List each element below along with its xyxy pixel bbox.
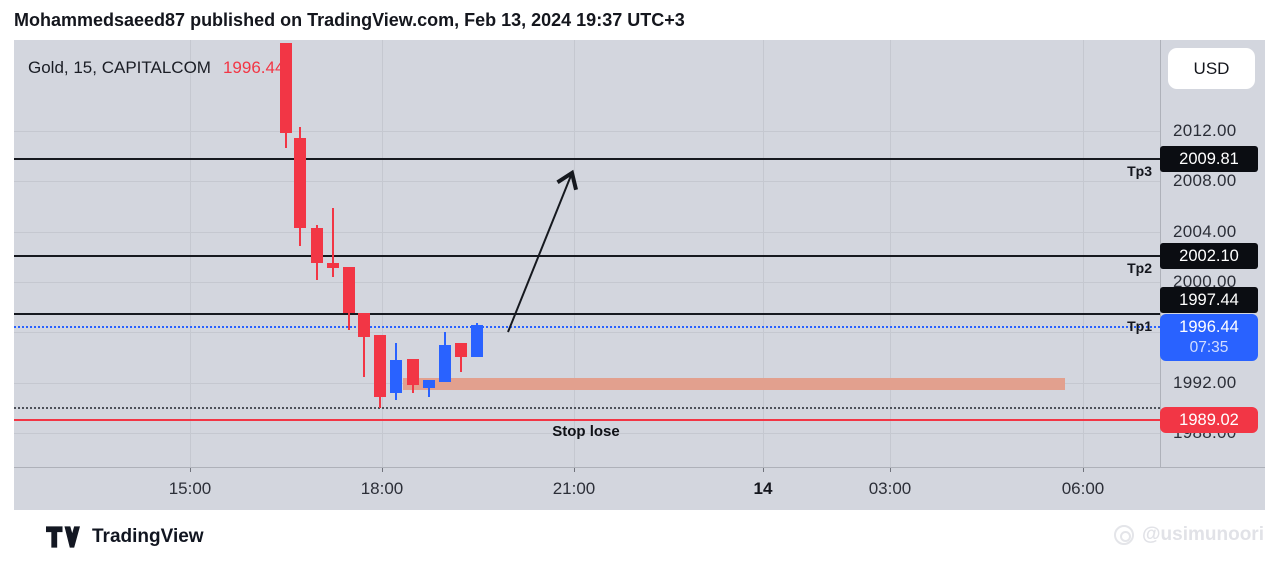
- vertical-gridline: [382, 40, 383, 467]
- camera-icon: [1114, 525, 1135, 545]
- publish-header-text: Mohammedsaeed87 published on TradingView…: [14, 9, 685, 30]
- current-price-badge-value: 1996.44: [1179, 317, 1239, 336]
- time-axis-label: 03:00: [868, 479, 912, 498]
- currency-toggle-button[interactable]: USD: [1168, 48, 1255, 89]
- candle: [471, 324, 483, 357]
- candle: [358, 312, 370, 337]
- price-axis-label: 2000.00: [1173, 272, 1237, 291]
- candle: [343, 266, 355, 313]
- horizontal-gridline: [14, 131, 1160, 132]
- time-axis-label: 06:00: [1061, 479, 1105, 498]
- candle: [327, 263, 339, 269]
- time-axis-tick: [574, 468, 575, 472]
- candle: [439, 344, 451, 383]
- tradingview-logo-icon: [46, 526, 80, 548]
- stop-loss-line: [14, 419, 1160, 422]
- take-profit-line-tp2: [14, 254, 1160, 257]
- current-price-badge: 1996.44 07:35: [1160, 313, 1258, 361]
- candle-wick: [428, 380, 430, 398]
- horizontal-gridline: [14, 181, 1160, 183]
- candle-wick: [363, 312, 365, 377]
- publish-header: Mohammedsaeed87 published on TradingView…: [0, 0, 1280, 40]
- take-profit-line-tp1: [14, 313, 1160, 316]
- vertical-gridline: [763, 40, 764, 467]
- candle: [423, 380, 435, 388]
- watermark-handle: @usimunoori: [1142, 524, 1264, 545]
- vertical-gridline: [190, 40, 191, 467]
- stop-loss-badge: 1989.02: [1160, 407, 1258, 434]
- price-axis-label: 2004.00: [1173, 221, 1237, 241]
- candle: [455, 343, 467, 357]
- horizontal-gridline: [14, 332, 1160, 334]
- watermark: @usimunoori: [1114, 524, 1264, 546]
- horizontal-gridline: [14, 231, 1160, 233]
- price-chart-plot[interactable]: Gold, 15, CAPITALCOM 1996.44 Tp3 Tp2 Tp1 Sto…: [14, 40, 1160, 467]
- chart-legend[interactable]: Gold, 15, CAPITALCOM 1996.44: [28, 58, 284, 80]
- price-axis-label: 2012.00: [1173, 121, 1237, 140]
- take-profit-label-tp1: Tp1: [1127, 318, 1152, 335]
- legend-last-price: 1996.44: [222, 58, 285, 77]
- candle: [280, 42, 292, 133]
- time-axis-label: 15:00: [168, 479, 212, 498]
- price-badge-tp2: 2002.10: [1160, 242, 1258, 269]
- time-axis-label: 18:00: [360, 479, 404, 498]
- chart-region: Gold, 15, CAPITALCOM 1996.44 Tp3 Tp2 Tp1 Sto…: [14, 40, 1265, 510]
- time-axis-tick: [763, 468, 764, 472]
- price-axis[interactable]: USD 2009.81 2002.10 1997.44 1996.44 07:35 198…: [1160, 40, 1265, 467]
- take-profit-label-tp2: Tp2: [1127, 259, 1152, 276]
- time-axis-label: 21:00: [552, 479, 596, 498]
- time-axis[interactable]: 15:00 18:00 21:00 14 03:00 06:00: [14, 467, 1265, 510]
- horizontal-gridline: [14, 433, 1160, 434]
- stop-loss-text: Stop lose: [552, 423, 620, 440]
- legend-symbol: Gold, 15, CAPITALCOM: [28, 58, 211, 77]
- candle-wick: [332, 207, 334, 277]
- candle: [311, 227, 323, 264]
- candle: [407, 358, 419, 386]
- take-profit-line-tp3: [14, 157, 1160, 160]
- accumulation-zone: [403, 377, 1065, 390]
- time-axis-tick: [382, 468, 383, 472]
- price-axis-label: 2008.00: [1173, 171, 1237, 191]
- time-axis-tick: [890, 468, 891, 472]
- candle-wick: [460, 343, 462, 372]
- horizontal-gridline: [14, 282, 1160, 283]
- time-axis-tick: [190, 468, 191, 472]
- vertical-gridline: [1083, 40, 1084, 467]
- footer: TradingView @usimunoori: [0, 510, 1280, 565]
- tradingview-brand-text: TradingView: [92, 526, 204, 547]
- vertical-gridline: [890, 40, 891, 467]
- take-profit-label-tp3: Tp3: [1127, 162, 1152, 179]
- candle: [374, 334, 386, 398]
- price-axis-label: 1992.00: [1173, 372, 1237, 392]
- candle: [390, 360, 402, 393]
- price-badge-tp1: 1997.44: [1160, 287, 1258, 314]
- entry-dotted-line: [14, 407, 1160, 410]
- current-price-line: [14, 325, 1160, 328]
- time-axis-tick: [1083, 468, 1084, 472]
- price-badge-tp3: 2009.81: [1160, 145, 1258, 172]
- time-axis-label: 14: [753, 479, 773, 498]
- bar-countdown: 07:35: [1189, 338, 1229, 356]
- vertical-gridline: [574, 40, 575, 467]
- projection-arrow: [507, 169, 578, 333]
- candle: [294, 137, 306, 228]
